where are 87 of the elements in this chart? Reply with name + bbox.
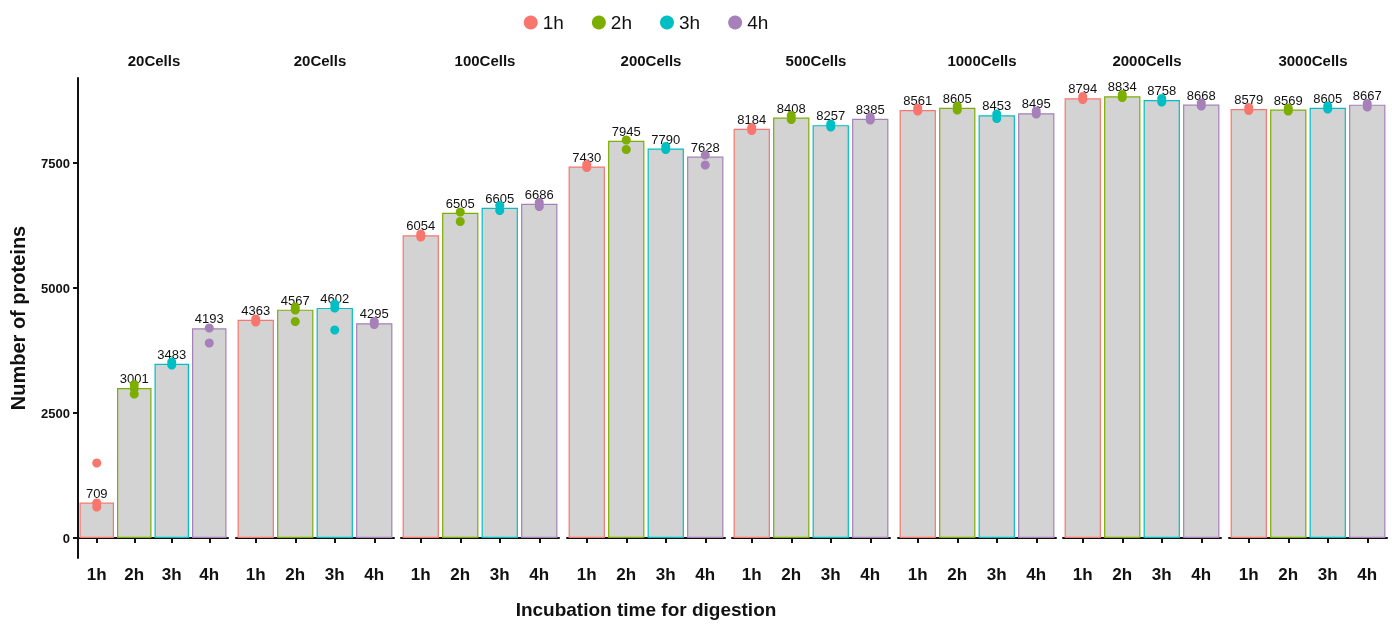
- x-tick-label: 2h: [1277, 565, 1298, 584]
- x-tick-label: 4h: [860, 565, 881, 584]
- bar: [852, 118, 889, 538]
- x-tick-label: 4h: [1025, 565, 1046, 584]
- data-label: 8495: [1021, 96, 1051, 112]
- x-tick-label: 3h: [1151, 565, 1172, 584]
- x-tick-label: 4h: [363, 565, 384, 584]
- y-tick-label: 2500: [41, 405, 70, 421]
- data-label: 8667: [1352, 87, 1382, 103]
- data-label: 8794: [1068, 81, 1098, 97]
- x-tick-label: 2h: [615, 565, 636, 584]
- bar: [79, 502, 114, 538]
- bar: [154, 363, 189, 538]
- data-label: 8257: [816, 108, 846, 124]
- bar: [117, 387, 152, 538]
- data-label: 8385: [855, 101, 885, 117]
- x-tick-label: 3h: [655, 565, 676, 584]
- data-label: 7790: [650, 131, 680, 147]
- data-label: 8579: [1233, 92, 1263, 108]
- x-tick-label: 2h: [124, 565, 145, 584]
- data-label: 8834: [1107, 79, 1137, 95]
- x-tick-label: 4h: [1356, 565, 1377, 584]
- data-label: 4193: [194, 311, 224, 327]
- bar: [773, 117, 810, 538]
- y-tick-label: 0: [62, 530, 70, 546]
- data-label: 8184: [737, 111, 767, 127]
- bar: [192, 328, 227, 538]
- legend-label: 4h: [746, 12, 768, 33]
- x-tick-label: 1h: [245, 565, 266, 584]
- data-label: 8758: [1147, 83, 1177, 99]
- data-label: 8453: [981, 98, 1011, 114]
- x-tick-label: 3h: [820, 565, 841, 584]
- data-label: 8408: [776, 100, 806, 116]
- x-tick-label: 2h: [284, 565, 305, 584]
- x-tick-label: 1h: [907, 565, 928, 584]
- data-label: 709: [85, 485, 108, 501]
- data-label: 4567: [280, 292, 310, 308]
- y-axis-title: Number of proteins: [7, 225, 29, 411]
- x-tick-label: 1h: [1238, 565, 1259, 584]
- chart-title: 1000Cells: [946, 52, 1017, 69]
- x-tick-label: 2h: [781, 565, 802, 584]
- data-label: 3483: [157, 346, 187, 362]
- chart-title: 3000Cells: [1277, 52, 1348, 69]
- data-label: 7945: [611, 123, 641, 139]
- data-label: 4363: [240, 302, 270, 318]
- legend-label: 2h: [610, 12, 632, 33]
- x-tick-label: 3h: [986, 565, 1007, 584]
- chart-title: 100Cells: [454, 52, 516, 69]
- x-tick-label: 1h: [86, 565, 107, 584]
- x-tick-label: 4h: [529, 565, 550, 584]
- data-label: 8561: [902, 92, 932, 108]
- x-tick-label: 2h: [946, 565, 967, 584]
- data-label: 6054: [406, 218, 436, 234]
- bar: [733, 128, 770, 538]
- chart-title: 2000Cells: [1112, 52, 1182, 69]
- x-tick-label: 4h: [694, 565, 715, 584]
- x-tick-label: 2h: [450, 565, 471, 584]
- x-tick-label: 3h: [324, 565, 345, 584]
- x-tick-label: 3h: [161, 565, 182, 584]
- x-tick-label: 4h: [199, 565, 220, 584]
- data-label: 6605: [485, 190, 515, 206]
- chart-title: 20Cells: [127, 52, 181, 69]
- data-label: 8605: [1312, 90, 1342, 106]
- x-tick-label: 3h: [1317, 565, 1338, 584]
- x-tick-label: 1h: [741, 565, 762, 584]
- chart-title: 500Cells: [785, 52, 847, 69]
- data-label: 4295: [359, 306, 389, 322]
- data-label: 8569: [1273, 92, 1303, 108]
- x-tick-label: 1h: [410, 565, 431, 584]
- x-tick-label: 4h: [1191, 565, 1212, 584]
- x-tick-label: 3h: [489, 565, 510, 584]
- legend-label: 3h: [678, 12, 700, 33]
- y-tick-label: 7500: [41, 155, 70, 171]
- chart-title: 20Cells: [293, 52, 346, 69]
- data-label: 6505: [445, 195, 475, 211]
- data-label: 6686: [524, 186, 554, 202]
- legend-label: 1h: [542, 12, 564, 33]
- data-label: 8605: [942, 90, 972, 106]
- x-tick-label: 2h: [1112, 565, 1133, 584]
- chart-title: 200Cells: [620, 52, 681, 69]
- y-tick-label: 5000: [41, 280, 70, 296]
- data-label: 7430: [571, 149, 601, 165]
- x-axis-title: Incubation time for digestion: [515, 599, 776, 620]
- x-tick-label: 1h: [1072, 565, 1093, 584]
- x-tick-label: 1h: [576, 565, 597, 584]
- data-label: 7628: [690, 139, 720, 155]
- data-label: 8668: [1186, 87, 1216, 103]
